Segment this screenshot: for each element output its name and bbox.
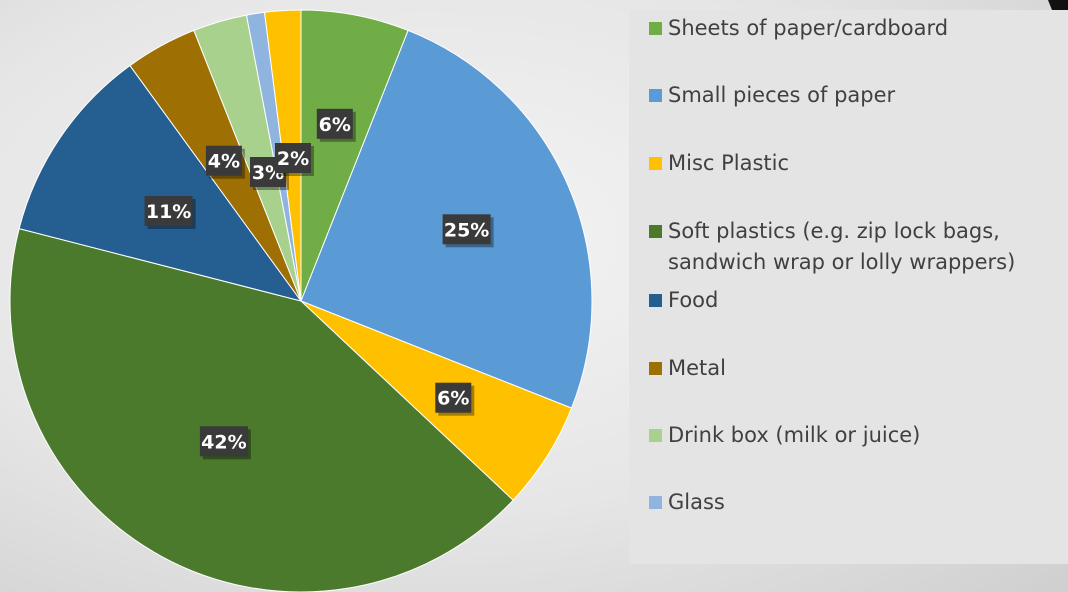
legend-item: Sheets of paper/cardboard — [649, 13, 1068, 44]
data-label: 11% — [144, 196, 196, 229]
legend-label: Misc Plastic — [668, 151, 790, 175]
data-label-text: 6% — [319, 114, 351, 136]
legend-swatch — [649, 225, 662, 238]
legend-label: Glass — [668, 490, 725, 514]
legend-item: Food — [649, 285, 1068, 316]
legend-label: Metal — [668, 356, 726, 380]
data-label-text: 6% — [437, 388, 469, 410]
data-label-box — [199, 426, 248, 457]
legend-swatch — [649, 362, 662, 375]
pie-slice — [18, 64, 303, 302]
legend-swatch — [649, 294, 662, 307]
legend-swatch — [649, 496, 662, 509]
pie-slice — [9, 228, 514, 592]
pie-data-labels: 6%25%6%42%11%4%3%2% — [144, 108, 494, 460]
data-label: 42% — [199, 426, 251, 460]
chart-legend: Sheets of paper/cardboard Small pieces of… — [629, 10, 1068, 564]
legend-label: Small pieces of paper — [668, 83, 896, 107]
data-label-box — [442, 214, 491, 245]
legend-item: Misc Plastic — [649, 148, 1068, 179]
legend-label: Food — [668, 288, 719, 312]
legend-label: Soft plastics (e.g. zip lock bags, sandw… — [668, 219, 1016, 274]
data-label-text: 11% — [146, 201, 191, 223]
data-label-text: 4% — [208, 151, 240, 173]
legend-swatch — [649, 157, 662, 170]
data-label-text: 42% — [201, 431, 246, 453]
data-label: 6% — [435, 382, 475, 416]
data-label: 6% — [316, 108, 356, 142]
data-label-box — [144, 196, 193, 226]
legend-item: Metal — [649, 353, 1068, 384]
data-label-text: 25% — [444, 219, 489, 241]
pie-slices — [9, 9, 593, 592]
data-label-box — [275, 143, 311, 173]
legend-item: Small pieces of paper — [649, 80, 1068, 111]
legend-item: Soft plastics (e.g. zip lock bags, sandw… — [649, 216, 1068, 278]
legend-label: Sheets of paper/cardboard — [668, 16, 949, 40]
legend-swatch — [649, 429, 662, 442]
legend-swatch — [649, 22, 662, 35]
data-label-box — [205, 145, 242, 176]
data-label-box — [316, 108, 353, 139]
data-label: 4% — [205, 145, 245, 179]
legend-item: Glass — [649, 487, 1068, 518]
legend-swatch — [649, 89, 662, 102]
data-label: 25% — [442, 214, 494, 248]
data-label-box — [435, 382, 472, 413]
legend-label: Drink box (milk or juice) — [668, 423, 921, 447]
data-label: 2% — [275, 143, 314, 176]
data-label-text: 2% — [277, 148, 309, 170]
legend-item: Drink box (milk or juice) — [649, 420, 1068, 451]
